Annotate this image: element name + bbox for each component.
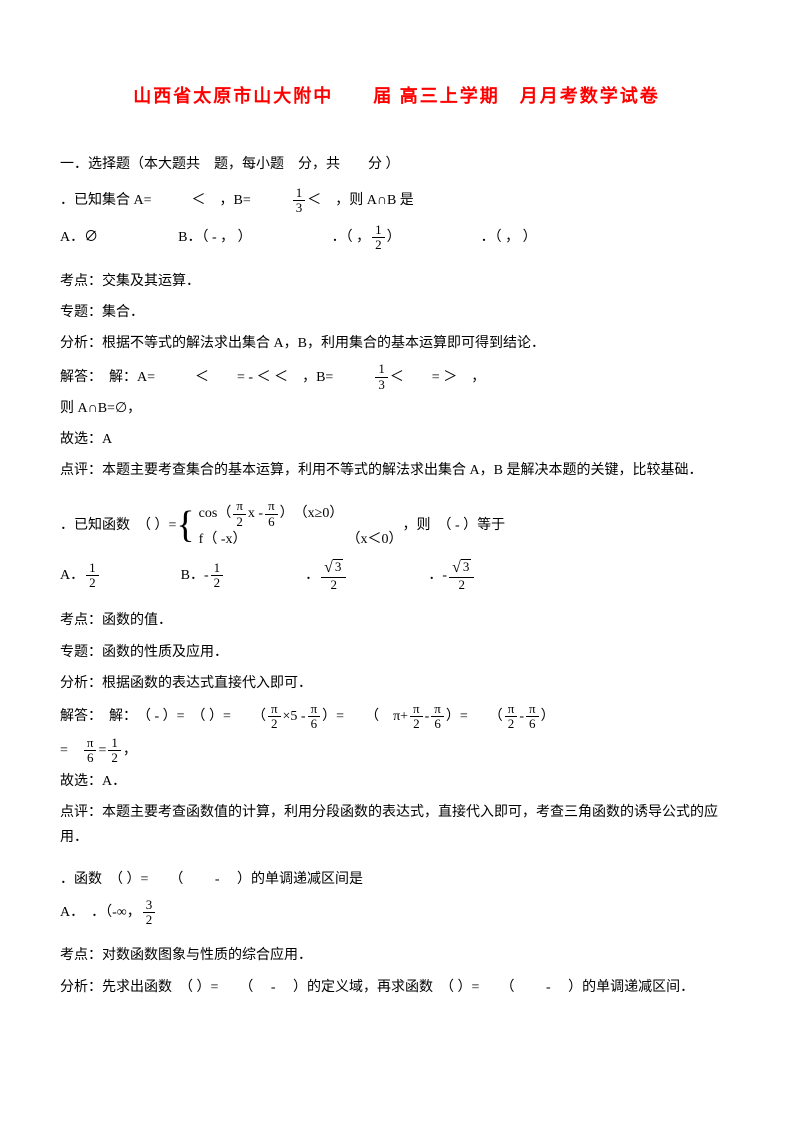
a2-l5: = π6 = 12 ， [60,736,733,766]
a1-l1: 考点：交集及其运算． [60,269,733,294]
brace-icon: { [176,506,194,544]
q2-optC: ． √3 2 [305,559,348,592]
q1-options: A．∅ B．（ - ， ） ．（ ， 1 2 ） ．（ ， ） [60,223,733,253]
q1-optB: B．（ - ， ） [178,225,252,250]
a1-l7: 点评：本题主要考查集合的基本运算，利用不等式的解法求出集合 A，B 是解决本题的… [60,458,733,483]
section-heading: 一．选择题（本大题共 题，每小题 分，共 分 ） [60,152,733,177]
q1-text: ．已知集合 A= [60,188,152,213]
a2-l2: 专题：函数的性质及应用． [60,640,733,665]
q1-text2: ＜ ，B= [192,188,251,213]
q2-optD: ．- √3 2 [428,559,476,592]
q1-optC: ．（ ， 1 2 ） [332,223,401,253]
q3-optA: A． ．（-∞， 32 [60,898,733,928]
a2-l3: 分析：根据函数的表达式直接代入即可． [60,671,733,696]
a2-l1: 考点：函数的值． [60,608,733,633]
a2-l6: 故选：A． [60,769,733,794]
a1-l4: 解答： 解：A= ＜ = - ＜ ＜ ，B= 1 3 ＜ = ＞ ， [60,362,733,392]
a3-l1: 考点：对数函数图象与性质的综合应用． [60,943,733,968]
a1-l2: 专题：集合． [60,300,733,325]
q2-optB: B．- 12 [181,561,226,591]
q1-frac: 1 3 [293,186,306,216]
q2-options: A． 12 B．- 12 ． √3 2 ．- √3 2 [60,559,733,592]
a1-l3: 分析：根据不等式的解法求出集合 A，B，利用集合的基本运算即可得到结论． [60,331,733,356]
exam-title: 山西省太原市山大附中 届 高三上学期 月月考数学试卷 [60,80,733,112]
a2-l7: 点评：本题主要考查函数值的计算，利用分段函数的表达式，直接代入即可，考查三角函数… [60,800,733,850]
a1-l5: 则 A∩B=∅， [60,396,733,421]
q2-stem: ．已知函数 （ ）= { cos（ π2 x - π6 ） （x≥0） f（ -… [60,499,733,551]
q1-text3: ＜ ，则 A∩B 是 [307,188,414,213]
q1-optA: A．∅ [60,225,98,250]
a2-l4: 解答： 解： （ - ）= （ ）= （ π2 ×5 - π6 ）= （ π+ … [60,702,733,732]
q2-optA: A． 12 [60,561,101,591]
piecewise: { cos（ π2 x - π6 ） （x≥0） f（ -x） （x＜0） [176,499,402,551]
q1-optD: ．（ ， ） [481,225,537,250]
a3-l2: 分析：先求出函数 （ ）= （ - ）的定义域，再求函数 （ ）= （ - ）的… [60,975,733,1000]
a1-l6: 故选：A [60,427,733,452]
q1-stem: ．已知集合 A= ＜ ，B= 1 3 ＜ ，则 A∩B 是 [60,186,733,216]
q3-stem: ．函数 （ ）= （ - ）的单调递减区间是 [60,867,733,892]
